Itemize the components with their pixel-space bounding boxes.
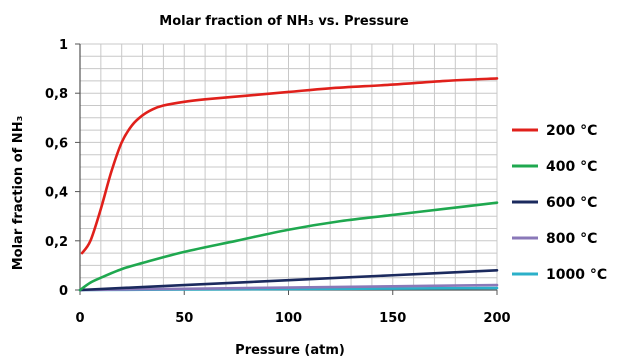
- x-tick-labels: 0 50 100 150 200: [75, 290, 511, 326]
- y-tick-label: 0,6: [45, 136, 68, 151]
- gridlines: [79, 43, 498, 291]
- series-line-800-c: [78, 283, 499, 292]
- series-lines: [78, 77, 499, 292]
- chart-title: Molar fraction of NH₃ vs. Pressure: [159, 14, 409, 29]
- series-line-400-c: [78, 201, 499, 292]
- y-tick-label: 0,8: [45, 87, 68, 102]
- y-tick-label: 1: [59, 38, 68, 53]
- y-tick-label: 0,4: [45, 186, 68, 201]
- series-line-200-c: [80, 77, 499, 255]
- x-tick-label: 100: [275, 311, 302, 326]
- x-tick-label: 150: [379, 311, 406, 326]
- x-tick-label: 50: [175, 311, 193, 326]
- y-tick-label: 0,2: [45, 235, 68, 250]
- legend-label-400-c: 400 °C: [546, 159, 597, 175]
- x-axis-title: Pressure (atm): [235, 343, 345, 358]
- x-tick-label: 0: [75, 311, 84, 326]
- y-axis-title: Molar fraction of NH₃: [11, 116, 26, 271]
- legend-label-600-c: 600 °C: [546, 195, 597, 211]
- legend-label-200-c: 200 °C: [546, 123, 597, 139]
- series-line-600-c: [78, 269, 499, 292]
- y-tick-labels: 0 0,2 0,4 0,6 0,8 1: [45, 38, 80, 299]
- legend: 200 °C 400 °C 600 °C 800 °C 1000 °C: [512, 123, 607, 283]
- x-tick-label: 200: [483, 311, 510, 326]
- legend-label-800-c: 800 °C: [546, 231, 597, 247]
- legend-label-1000-c: 1000 °C: [546, 267, 607, 283]
- y-tick-label: 0: [59, 284, 68, 299]
